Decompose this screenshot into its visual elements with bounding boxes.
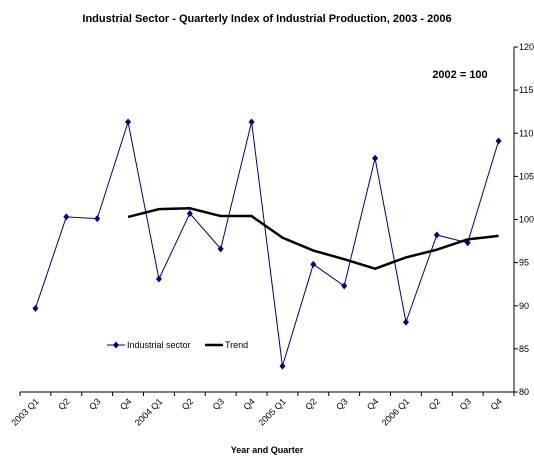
series-line	[34, 121, 500, 367]
legend-marker	[113, 341, 119, 349]
x-tick-label: 2003 Q1	[9, 396, 40, 427]
legend-label: Trend	[225, 340, 248, 350]
y-tick-label: 105	[519, 171, 534, 181]
x-tick-label: Q2	[180, 396, 196, 412]
x-tick-label: Q3	[211, 396, 227, 412]
point	[433, 231, 440, 239]
y-tick-label: 115	[519, 85, 533, 95]
x-tick-label: 2004 Q1	[133, 396, 164, 427]
x-tick-label: Q3	[334, 396, 350, 412]
point	[32, 304, 39, 312]
annotation: 2002 = 100	[432, 69, 487, 81]
y-tick-label: 100	[519, 215, 534, 225]
point	[63, 213, 70, 221]
legend-label: Industrial sector	[127, 340, 191, 350]
x-tick-label: Q3	[87, 396, 103, 412]
point	[341, 282, 348, 290]
point	[495, 137, 502, 145]
y-tick-label: 85	[519, 344, 529, 354]
point	[402, 318, 409, 326]
y-tick-label: 110	[519, 128, 533, 138]
x-axis-title: Year and Quarter	[231, 445, 304, 455]
chart-title: Industrial Sector - Quarterly Index of I…	[82, 13, 451, 25]
point	[248, 118, 255, 126]
x-tick-label: 2005 Q1	[256, 396, 287, 427]
point	[125, 118, 132, 126]
y-tick-label: 95	[519, 258, 529, 268]
point	[186, 209, 193, 217]
x-tick-label: Q4	[241, 396, 257, 412]
y-tick-label: 120	[519, 42, 534, 52]
x-tick-label: Q4	[488, 396, 504, 412]
x-tick-label: Q2	[427, 396, 443, 412]
series-line	[127, 207, 499, 270]
y-tick-label: 80	[519, 387, 529, 397]
point	[310, 260, 317, 268]
y-tick-label: 90	[519, 301, 529, 311]
x-tick-label: Q2	[56, 396, 72, 412]
point	[155, 275, 162, 283]
x-tick-label: Q3	[458, 396, 474, 412]
x-tick-label: Q2	[303, 396, 319, 412]
point	[372, 154, 379, 162]
x-tick-label: Q4	[365, 396, 381, 412]
point	[94, 215, 101, 223]
point	[217, 245, 224, 253]
x-tick-label: 2006 Q1	[380, 396, 411, 427]
x-tick-label: Q4	[118, 396, 134, 412]
point	[279, 362, 286, 370]
